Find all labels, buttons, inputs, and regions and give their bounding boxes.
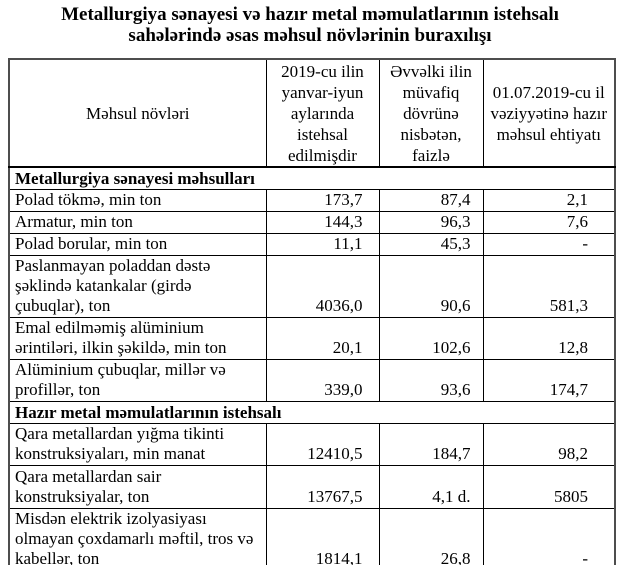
- table-row: Paslanmayan poladdan dəstə şəklində kata…: [8, 255, 616, 318]
- percent-value-cell: 93,6: [378, 359, 484, 402]
- produced-value-cell: 13767,5: [265, 465, 380, 509]
- percent-value-cell: 87,4: [378, 189, 484, 212]
- percent-value-cell: 90,6: [378, 255, 484, 318]
- product-name-cell: Alüminium çubuqlar, millər və profillər,…: [8, 359, 267, 402]
- document-page: Metallurgiya sənayesi və hazır metal məm…: [0, 4, 620, 565]
- products-output-table: Məhsul növləri 2019-cu ilin yanvar-iyun …: [8, 58, 616, 565]
- table-body: Metallurgiya sənayesi məhsulları Polad t…: [8, 166, 616, 565]
- produced-value-cell: 11,1: [265, 233, 380, 256]
- column-header-percent-vs-prev-year: Əvvəlki ilin müvafiq dövrünə nisbətən, f…: [378, 58, 484, 168]
- product-name-cell: Polad tökmə, min ton: [8, 189, 267, 212]
- produced-value-cell: 339,0: [265, 359, 380, 402]
- product-name-cell: Paslanmayan poladdan dəstə şəklində kata…: [8, 255, 267, 318]
- product-name-cell: Emal edilməmiş alüminium ərintiləri, ilk…: [8, 317, 267, 360]
- header-row: Məhsul növləri 2019-cu ilin yanvar-iyun …: [8, 58, 616, 168]
- stock-value-cell: 581,3: [482, 255, 616, 318]
- stock-value-cell: 2,1: [482, 189, 616, 212]
- stock-value-cell: 7,6: [482, 211, 616, 234]
- stock-value-cell: 98,2: [482, 423, 616, 466]
- section-header-label: Hazır metal məmulatlarının istehsalı: [8, 401, 616, 424]
- percent-value-cell: 45,3: [378, 233, 484, 256]
- table-row: Armatur, min ton 144,3 96,3 7,6: [8, 211, 616, 234]
- table-row: Misdən elektrik izolyasiyası olmayan çox…: [8, 508, 616, 565]
- product-name-cell: Armatur, min ton: [8, 211, 267, 234]
- table-row: Polad borular, min ton 11,1 45,3 -: [8, 233, 616, 256]
- table-row: Qara metallardan yığma tikinti konstruks…: [8, 423, 616, 466]
- section-header-metallurgy: Metallurgiya sənayesi məhsulları: [8, 166, 616, 190]
- percent-value-cell: 96,3: [378, 211, 484, 234]
- percent-value-cell: 184,7: [378, 423, 484, 466]
- stock-value-cell: 12,8: [482, 317, 616, 360]
- table-row: Alüminium çubuqlar, millər və profillər,…: [8, 359, 616, 402]
- produced-value-cell: 144,3: [265, 211, 380, 234]
- percent-value-cell: 26,8: [378, 508, 484, 565]
- product-name-cell: Polad borular, min ton: [8, 233, 267, 256]
- percent-value-cell: 4,1 d.: [378, 465, 484, 509]
- table-row: Polad tökmə, min ton 173,7 87,4 2,1: [8, 189, 616, 212]
- produced-value-cell: 173,7: [265, 189, 380, 212]
- column-header-produced-jan-jun-2019: 2019-cu ilin yanvar-iyun aylarında isteh…: [265, 58, 380, 168]
- stock-value-cell: 174,7: [482, 359, 616, 402]
- produced-value-cell: 4036,0: [265, 255, 380, 318]
- page-title: Metallurgiya sənayesi və hazır metal məm…: [61, 4, 559, 46]
- product-name-cell: Misdən elektrik izolyasiyası olmayan çox…: [8, 508, 267, 565]
- stock-value-cell: -: [482, 233, 616, 256]
- column-header-stock-01-07-2019: 01.07.2019-cu il vəziyyətinə hazır məhsu…: [482, 58, 616, 168]
- column-header-product-types: Məhsul növləri: [8, 58, 267, 168]
- table-row: Qara metallardan sair konstruksiyalar, t…: [8, 465, 616, 509]
- stock-value-cell: 5805: [482, 465, 616, 509]
- product-name-cell: Qara metallardan sair konstruksiyalar, t…: [8, 465, 267, 509]
- produced-value-cell: 1814,1: [265, 508, 380, 565]
- section-header-finished-metal: Hazır metal məmulatlarının istehsalı: [8, 401, 616, 424]
- produced-value-cell: 12410,5: [265, 423, 380, 466]
- product-name-cell: Qara metallardan yığma tikinti konstruks…: [8, 423, 267, 466]
- stock-value-cell: -: [482, 508, 616, 565]
- section-header-label: Metallurgiya sənayesi məhsulları: [8, 166, 616, 190]
- produced-value-cell: 20,1: [265, 317, 380, 360]
- percent-value-cell: 102,6: [378, 317, 484, 360]
- table-row: Emal edilməmiş alüminium ərintiləri, ilk…: [8, 317, 616, 360]
- table-header: Məhsul növləri 2019-cu ilin yanvar-iyun …: [8, 58, 616, 168]
